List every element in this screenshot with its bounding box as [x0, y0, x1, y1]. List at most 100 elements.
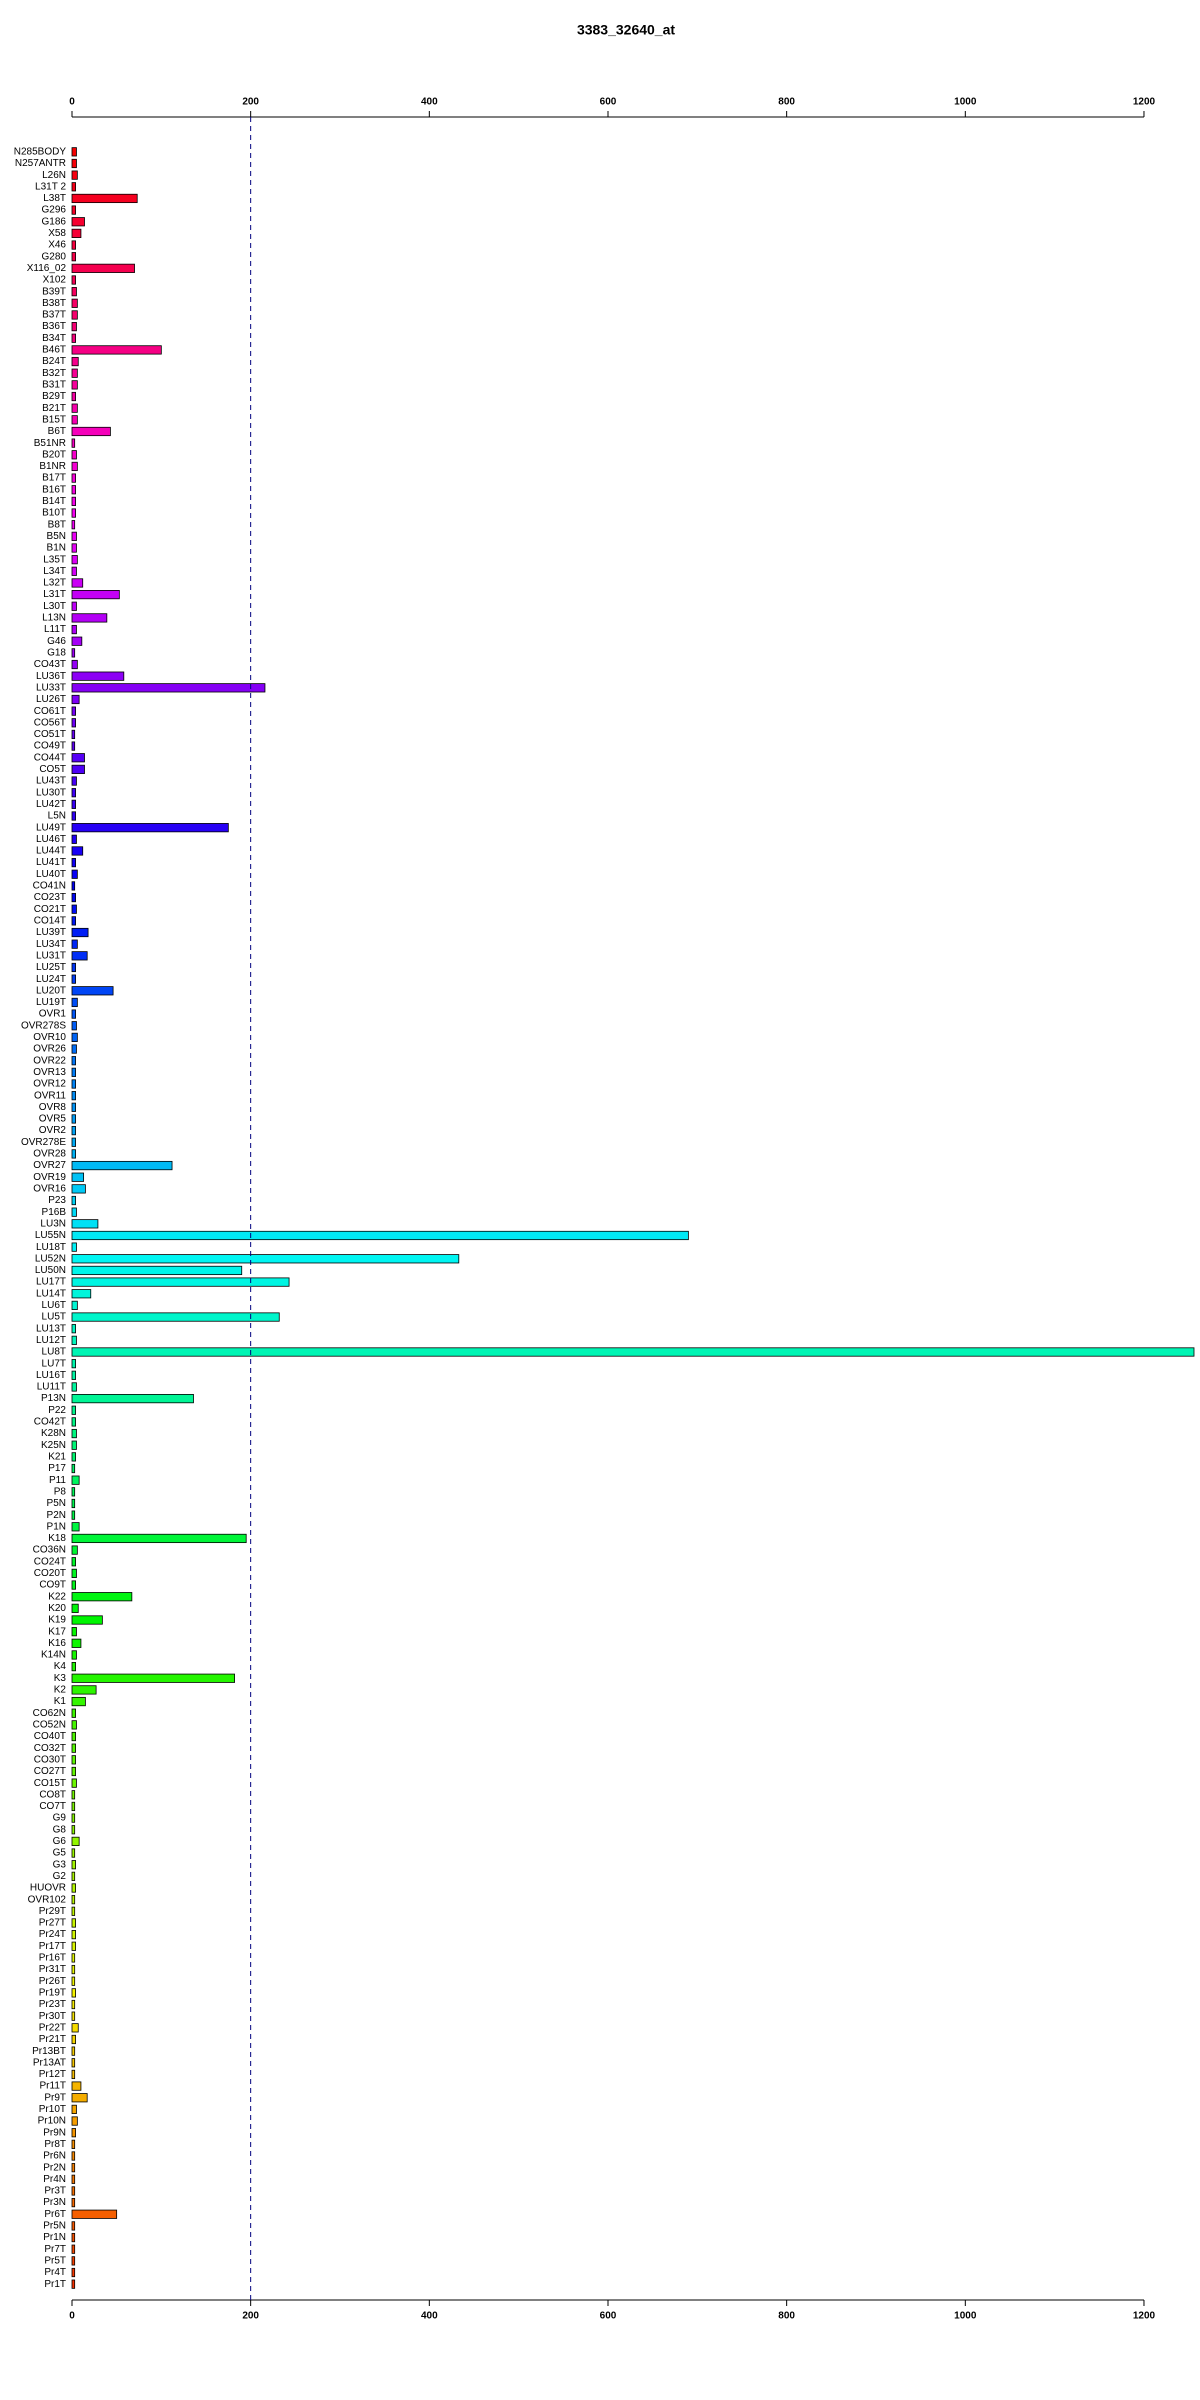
bar — [71, 1032, 78, 1042]
y-tick-label: G3 — [53, 1859, 67, 1870]
bar — [71, 2209, 118, 2219]
y-tick-label: G8 — [53, 1824, 67, 1835]
y-tick-label: LU5T — [42, 1312, 66, 1323]
y-tick-label: CO7T — [39, 1801, 66, 1812]
y-tick-label: CO51T — [34, 729, 66, 740]
bar — [71, 310, 78, 320]
bar — [71, 345, 162, 355]
bar — [71, 1941, 76, 1951]
bar — [71, 951, 88, 961]
bar — [71, 799, 76, 809]
y-tick-label: B16T — [42, 484, 66, 495]
bar — [71, 1463, 76, 1474]
y-tick-label: B24T — [42, 356, 66, 367]
bar — [71, 170, 78, 180]
bar — [71, 2139, 76, 2149]
y-tick-label: HUOVR — [30, 1883, 66, 1894]
y-tick-label: LU26T — [36, 694, 66, 705]
x-tick-label: 600 — [600, 2311, 617, 2322]
bar — [71, 2058, 76, 2068]
bar — [71, 2034, 76, 2045]
bar — [71, 2069, 76, 2080]
y-tick-label: P2N — [47, 1510, 66, 1521]
y-tick-label: CO52N — [33, 1720, 66, 1731]
bar — [71, 2116, 78, 2126]
y-tick-label: CO24T — [34, 1556, 66, 1567]
y-tick-label: Pr13BT — [32, 2046, 66, 2057]
bar — [71, 1219, 99, 1229]
bar — [71, 858, 76, 868]
y-tick-label: Pr29T — [39, 1906, 66, 1917]
y-tick-label: CO20T — [34, 1568, 66, 1579]
y-tick-label: LU39T — [36, 927, 66, 938]
bar — [71, 1860, 76, 1870]
y-tick-label: CO5T — [39, 764, 66, 775]
y-tick-label: Pr13AT — [33, 2057, 66, 2068]
y-tick-label: G6 — [53, 1836, 67, 1847]
bar — [71, 881, 76, 891]
bar — [71, 1766, 76, 1777]
bar — [71, 1662, 76, 1672]
bar — [71, 450, 77, 460]
bar — [71, 1638, 82, 1648]
bar — [71, 252, 76, 262]
bar — [71, 741, 76, 751]
chart-title: 3383_32640_at — [577, 22, 675, 38]
bar — [71, 1207, 77, 1217]
y-tick-label: CO61T — [34, 706, 66, 717]
y-tick-label: OVR12 — [33, 1079, 66, 1090]
y-tick-label: B14T — [42, 496, 66, 507]
bar — [71, 1324, 76, 1334]
bar — [71, 764, 85, 774]
bar — [71, 1184, 86, 1194]
y-tick-label: Pr5T — [44, 2256, 66, 2267]
y-tick-label: G9 — [53, 1813, 67, 1824]
bar — [71, 1126, 76, 1136]
bar — [71, 193, 138, 204]
bar — [71, 1347, 1195, 1357]
bar — [71, 1091, 76, 1101]
y-tick-label: Pr17T — [39, 1941, 66, 1952]
y-tick-label: OVR19 — [33, 1172, 66, 1183]
bar — [71, 1708, 76, 1718]
bar — [71, 1580, 76, 1590]
bar — [71, 986, 114, 996]
y-tick-label: X116_02 — [27, 263, 67, 274]
bar — [71, 1545, 78, 1555]
y-tick-label: OVR16 — [33, 1184, 66, 1195]
x-tick-label: 800 — [778, 97, 795, 108]
bar — [71, 1242, 77, 1252]
y-tick-label: LU41T — [36, 857, 66, 868]
y-tick-label: L26N — [42, 170, 66, 181]
y-tick-label: B1NR — [39, 461, 66, 472]
bar — [71, 1906, 76, 1916]
bar — [71, 1825, 76, 1835]
bar — [71, 776, 77, 786]
bar — [71, 1871, 76, 1881]
bar — [71, 2186, 76, 2196]
bar — [71, 694, 80, 705]
y-tick-label: G296 — [42, 205, 67, 216]
bar — [71, 1813, 76, 1823]
y-tick-label: K16 — [48, 1638, 66, 1649]
bar — [71, 1277, 290, 1287]
bar — [71, 2221, 76, 2231]
y-tick-label: Pr21T — [39, 2034, 66, 2045]
x-tick-label: 1200 — [1133, 2311, 1156, 2322]
bar — [71, 1731, 76, 1742]
bar — [71, 1755, 76, 1765]
bar — [71, 1557, 76, 1567]
bar — [71, 962, 76, 973]
bar — [71, 590, 120, 600]
bar — [71, 333, 76, 343]
bar — [71, 601, 77, 611]
x-tick-label: 1200 — [1133, 97, 1156, 108]
y-tick-label: LU25T — [36, 962, 66, 973]
bar — [71, 683, 266, 693]
y-tick-label: CO30T — [34, 1754, 66, 1765]
y-tick-label: B1N — [47, 543, 66, 554]
bar — [71, 1999, 76, 2010]
y-tick-label: OVR5 — [39, 1114, 67, 1125]
y-tick-label: K25N — [41, 1440, 66, 1451]
